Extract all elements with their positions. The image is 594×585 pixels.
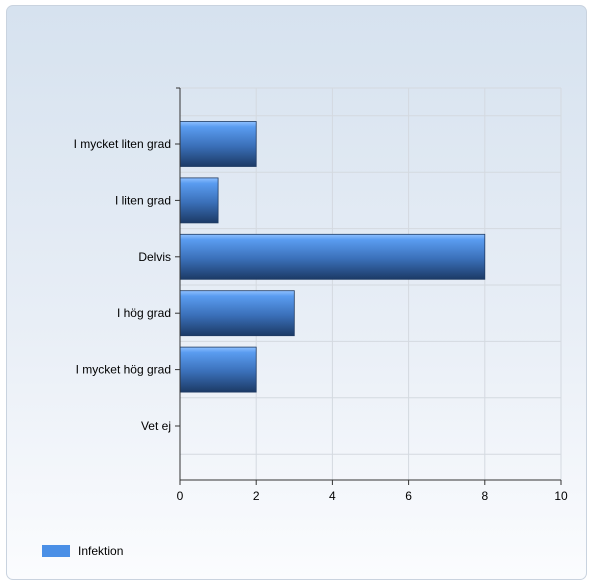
x-tick-label: 6: [405, 489, 412, 503]
bar-3: [179, 290, 295, 337]
grid: [180, 87, 562, 480]
legend-label: Infektion: [78, 544, 124, 558]
x-tick-label: 8: [481, 489, 488, 503]
tick-labels: I mycket liten grad I liten grad Delvis I h…: [74, 137, 568, 503]
bar-0: [179, 121, 257, 167]
chart-panel: [6, 5, 587, 580]
bar-4: [179, 346, 257, 393]
x-tick-label: 0: [177, 489, 184, 503]
y-tick-label: Delvis: [138, 250, 171, 264]
y-tick-label: I mycket liten grad: [74, 137, 171, 151]
axes: [175, 87, 562, 485]
x-tick-label: 10: [554, 489, 568, 503]
legend-swatch: [42, 545, 70, 557]
y-tick-label: Vet ej: [141, 419, 171, 433]
bar-1: [179, 177, 219, 224]
legend: Infektion: [42, 544, 123, 558]
bar-2: [179, 233, 486, 280]
bars: [179, 121, 486, 393]
x-tick-label: 2: [253, 489, 260, 503]
x-tick-label: 4: [329, 489, 336, 503]
y-tick-label: I mycket hög grad: [76, 363, 171, 377]
y-tick-label: I hög grad: [117, 306, 171, 320]
y-tick-label: I liten grad: [115, 193, 171, 207]
